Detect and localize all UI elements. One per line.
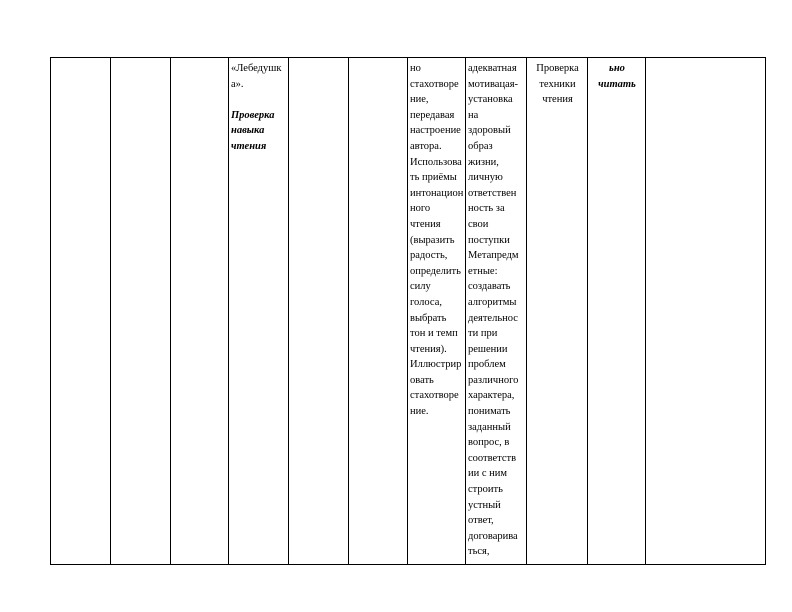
cell-line: Проверка	[536, 63, 579, 74]
table-cell	[348, 57, 408, 565]
cell-line: интонацион	[410, 187, 464, 199]
cell-line: овать	[410, 374, 434, 386]
emphasis-block: ьно читать	[590, 61, 644, 92]
cell-line: мотивацая-	[468, 78, 519, 90]
cell-line: читать	[598, 78, 636, 90]
cell-line: выбрать	[410, 312, 447, 324]
cell-line: приходить	[468, 560, 525, 564]
cell-line: чтения	[542, 94, 573, 106]
table-cell	[110, 57, 171, 565]
cell-line: ного	[410, 203, 431, 215]
table-cell	[50, 57, 111, 565]
table-cell	[170, 57, 229, 565]
cell-line: определить	[410, 265, 461, 277]
cell-line: стахотворе	[410, 390, 459, 402]
table-cell	[288, 57, 349, 565]
cell-line: навыка	[231, 125, 265, 137]
cell-line: понимать	[468, 406, 511, 418]
cell-line: проблем	[468, 359, 506, 371]
cell-line: техники	[539, 78, 576, 90]
cell-line: ть приёмы	[410, 172, 457, 184]
cell-line: деятельнос	[468, 312, 518, 324]
cell-line: етные:	[468, 265, 498, 277]
cell-line: чтения).	[410, 343, 447, 355]
cell-line: автора.	[410, 140, 442, 152]
cell-line: адекватная	[468, 63, 517, 74]
cell-line: создавать	[468, 281, 511, 293]
cell-line: поступки	[468, 234, 510, 246]
cell-line: ти при	[468, 328, 498, 340]
cell-line: «Лебедушк	[231, 63, 282, 74]
cell-line: характера,	[468, 390, 515, 402]
cell-line: устный	[468, 499, 501, 511]
cell-line: ться,	[468, 546, 490, 558]
cell-line: (выразить	[410, 234, 455, 246]
cell-line: передавая	[410, 109, 455, 121]
cell-line: строить	[468, 484, 503, 496]
cell-line: различного	[468, 374, 519, 386]
cell-line: свои	[468, 218, 489, 230]
cell-line: настроение	[410, 125, 461, 137]
cell-line: ответствен	[468, 187, 517, 199]
cell-line: стахотворе	[410, 78, 459, 90]
cell-line: тон и темп	[410, 328, 458, 340]
table-cell	[645, 57, 766, 565]
cell-line: а».	[231, 78, 244, 90]
table-cell: ьно читать	[587, 57, 646, 565]
cell-line: Иллюстрир	[410, 359, 462, 371]
cell-line: Метапредм	[468, 250, 519, 262]
cell-line: ответ,	[468, 515, 494, 527]
cell-line: заданный	[468, 421, 511, 433]
cell-line: образ	[468, 140, 493, 152]
cell-line: силу	[410, 281, 431, 293]
emphasis-block: Проверка навыка чтения	[231, 108, 287, 155]
cell-line: чтения	[410, 218, 441, 230]
cell-line: соответств	[468, 452, 517, 464]
table-cell: «Лебедушк а». Проверка навыка чтения	[228, 57, 289, 565]
cell-line: чтения	[231, 140, 267, 152]
table-cell: адекватная мотивацая-установка на здоровый о…	[465, 57, 527, 565]
table-cell: Проверка техники чтения	[526, 57, 588, 565]
table-cell: но стахотворе ние, передавая настроение автор…	[407, 57, 466, 565]
cell-line: но	[410, 63, 421, 74]
cell-line: алгоритмы	[468, 296, 517, 308]
cell-line: установка	[468, 94, 513, 106]
cell-line: вопрос, в	[468, 437, 510, 449]
cell-line: договарива	[468, 530, 518, 542]
cell-line: решении	[468, 343, 508, 355]
cell-line: Использова	[410, 156, 462, 168]
cell-line: ии с ним	[468, 468, 508, 480]
cell-line: Проверка	[231, 109, 275, 121]
cell-line: ние,	[410, 94, 429, 106]
cell-line: ьно	[609, 63, 625, 74]
cell-line: личную	[468, 172, 503, 184]
cell-line: ние.	[410, 406, 429, 418]
cell-line: ность за	[468, 203, 505, 215]
cell-line: на	[468, 109, 479, 121]
cell-line: здоровый	[468, 125, 511, 137]
cell-line: голоса,	[410, 296, 442, 308]
cell-line: жизни,	[468, 156, 499, 168]
cell-line: радость,	[410, 250, 448, 262]
